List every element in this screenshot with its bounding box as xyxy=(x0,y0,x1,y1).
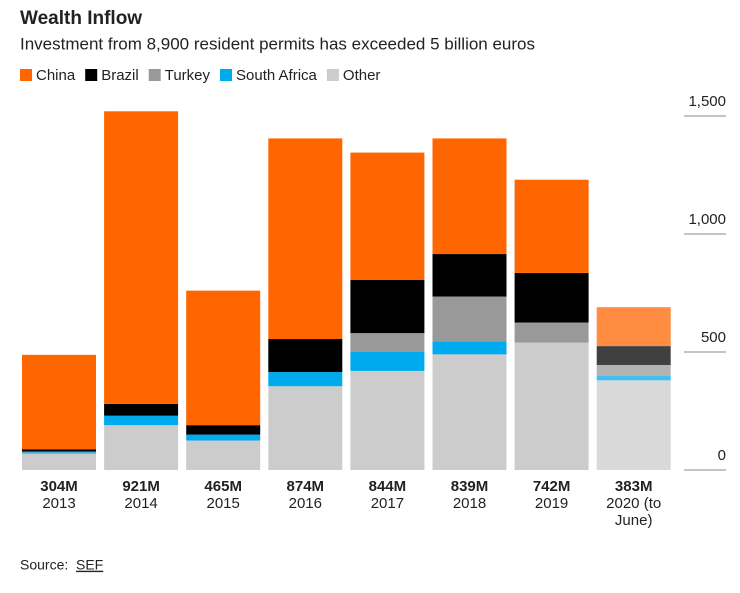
category-value-label: 304M xyxy=(40,478,78,495)
bar-segment xyxy=(432,254,507,297)
chart-subtitle: Investment from 8,900 resident permits h… xyxy=(20,34,535,53)
bar-segment xyxy=(268,138,343,340)
bar-segment xyxy=(596,380,671,470)
bar-segment xyxy=(350,352,425,371)
source-label: Source: xyxy=(20,557,68,573)
legend-label: South Africa xyxy=(236,67,318,84)
bar-segment xyxy=(596,364,671,376)
bar-segment xyxy=(268,339,343,373)
legend-swatch xyxy=(220,69,233,81)
x-tick-label: 2014 xyxy=(124,495,158,512)
x-tick-label: 2019 xyxy=(534,495,569,512)
bar-segment xyxy=(350,152,425,281)
category-value-label: 921M xyxy=(122,478,160,495)
bar-segment xyxy=(350,333,425,352)
x-tick-label: 2018 xyxy=(452,495,487,512)
bar-segment xyxy=(596,307,671,347)
legend-label: Turkey xyxy=(165,67,211,84)
bar-segment xyxy=(22,453,96,470)
y-tick-label: 0 xyxy=(718,447,726,464)
legend-swatch xyxy=(20,69,32,81)
bar-segment xyxy=(104,111,179,404)
bar-segment xyxy=(596,375,671,381)
x-tick-label: 2015 xyxy=(206,495,240,512)
bar-segment xyxy=(186,440,261,470)
bar-segment xyxy=(22,451,96,453)
y-tick-label: 500 xyxy=(701,329,726,346)
x-tick-label: 2020 (to June) xyxy=(606,495,662,529)
category-value-label: 874M xyxy=(286,478,325,495)
x-tick-label: 2013 xyxy=(42,495,76,512)
bar-segment xyxy=(22,452,96,454)
x-tick-label: 2017 xyxy=(370,495,405,512)
bar-segment xyxy=(432,138,507,255)
legend-label: China xyxy=(36,67,76,84)
bar-segment xyxy=(186,425,261,435)
legend-swatch xyxy=(148,69,161,81)
bar-segment xyxy=(22,449,96,452)
legend-label: Brazil xyxy=(101,67,139,84)
bar-segment xyxy=(350,280,425,334)
legend-label: Other xyxy=(343,67,381,84)
bar-segment xyxy=(596,346,671,365)
y-tick-label: 1,000 xyxy=(688,211,726,228)
bar-segment xyxy=(432,296,507,342)
category-value-label: 465M xyxy=(204,478,242,495)
category-value-label: 839M xyxy=(450,478,489,495)
bar-segment xyxy=(514,322,589,343)
y-tick-label: 1,500 xyxy=(688,93,726,110)
bar-segment xyxy=(350,370,425,470)
bar-segment xyxy=(432,341,507,355)
bar-segment xyxy=(104,403,179,416)
bar-segment xyxy=(104,425,179,470)
bar-segment xyxy=(104,415,179,426)
category-value-label: 844M xyxy=(368,478,407,495)
source-link[interactable]: SEF xyxy=(76,557,103,573)
bar-segment xyxy=(432,354,507,470)
bar-segment xyxy=(186,290,261,426)
bar-segment xyxy=(268,372,343,387)
legend-swatch xyxy=(326,69,339,81)
chart-title: Wealth Inflow xyxy=(20,8,142,29)
category-value-label: 383M xyxy=(614,478,653,495)
bar-segment xyxy=(22,354,96,450)
x-tick-label: 2016 xyxy=(288,495,322,512)
category-value-label: 742M xyxy=(532,478,571,495)
bar-segment xyxy=(514,342,589,470)
bar-segment xyxy=(268,386,343,470)
legend-swatch xyxy=(85,69,98,81)
bar-segment xyxy=(514,272,589,323)
bar-segment xyxy=(186,434,261,441)
bar-segment xyxy=(514,179,589,273)
